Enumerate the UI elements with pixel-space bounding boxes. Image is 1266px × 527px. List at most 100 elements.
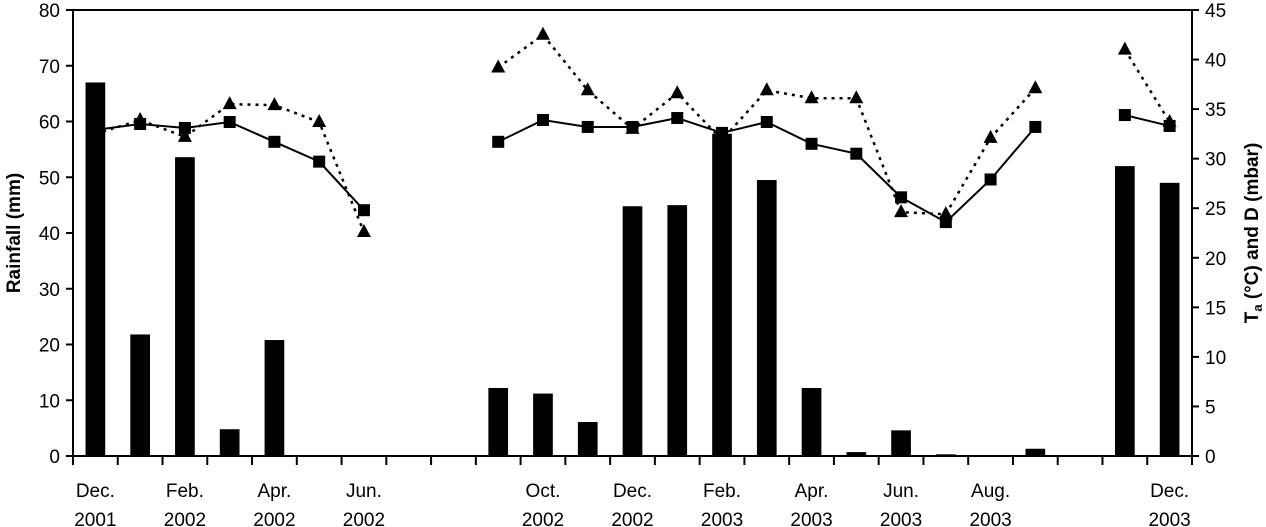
square-marker: [536, 114, 549, 127]
square-marker: [1029, 120, 1042, 133]
right-tick-label: 30: [1205, 150, 1226, 171]
square-marker: [671, 112, 684, 125]
triangle-marker: [312, 113, 327, 127]
series-line-d: [1123, 48, 1171, 123]
x-tick-label-month: Oct.: [526, 481, 561, 502]
line-series: [88, 26, 1177, 238]
left-tick-label: 70: [39, 57, 60, 78]
x-tick-label-month: Dec.: [1150, 481, 1189, 502]
left-tick-label: 30: [39, 280, 60, 301]
square-marker: [492, 135, 505, 148]
triangle-marker: [222, 96, 237, 110]
triangle-marker: [983, 129, 998, 143]
rainfall-bar: [533, 393, 553, 456]
x-tick-label-year: 2002: [522, 510, 564, 527]
rainfall-bar: [488, 387, 509, 456]
triangle-marker: [1028, 80, 1043, 94]
x-tick-label-year: 2002: [611, 510, 653, 527]
triangle-marker: [535, 26, 550, 40]
x-tick-label-month: Aug.: [971, 481, 1010, 502]
triangle-marker: [625, 120, 640, 134]
right-axis-title-main: T: [1242, 311, 1263, 323]
square-marker: [984, 173, 997, 186]
rainfall-bar: [577, 421, 598, 456]
x-tick-label-year: 2003: [790, 510, 832, 527]
right-tick-label: 15: [1205, 298, 1226, 319]
triangle-marker: [1162, 113, 1177, 127]
x-tick-label-month: Apr.: [258, 481, 292, 502]
right-tick-label: 25: [1205, 199, 1226, 220]
rainfall-bar: [175, 157, 195, 456]
square-marker: [895, 191, 908, 204]
triangle-marker: [177, 128, 192, 142]
series-line-ta: [1124, 114, 1170, 127]
triangle-marker: [491, 59, 506, 73]
left-tick-label: 60: [39, 113, 60, 134]
x-tick-label-year: 2003: [969, 510, 1011, 527]
right-axis-title-sub: a: [1250, 304, 1265, 312]
rainfall-bar: [667, 205, 688, 456]
rainfall-bars: [85, 82, 1180, 456]
square-marker: [313, 155, 326, 168]
triangle-marker: [670, 85, 685, 99]
right-tick-label: 35: [1205, 100, 1226, 121]
right-tick-label: 45: [1205, 1, 1226, 22]
right-tick-label: 20: [1205, 249, 1226, 270]
rainfall-bar: [130, 334, 150, 456]
rainfall-bar: [85, 82, 106, 456]
rainfall-bar: [756, 180, 777, 456]
triangle-marker: [849, 90, 864, 104]
square-marker: [805, 137, 818, 150]
x-tick-label-year: 2002: [253, 510, 295, 527]
square-marker: [1118, 109, 1131, 122]
x-tick-label-month: Dec.: [613, 481, 652, 502]
left-tick-label: 40: [39, 224, 60, 245]
square-marker: [268, 135, 281, 148]
square-marker: [223, 115, 236, 128]
x-tick-label-year: 2002: [164, 510, 206, 527]
rainfall-bar: [712, 133, 732, 456]
x-tick-label-month: Apr.: [795, 481, 829, 502]
right-tick-label: 0: [1205, 447, 1216, 468]
square-marker: [850, 147, 863, 160]
left-axis-title: Rainfall (mm): [4, 173, 25, 293]
triangle-marker: [88, 125, 103, 139]
x-tick-label-month: Jun.: [883, 481, 919, 502]
left-tick-label: 50: [39, 168, 60, 189]
triangle-marker: [715, 131, 730, 145]
x-tick-label-year: 2003: [880, 510, 922, 527]
rainfall-bar: [622, 206, 643, 456]
triangle-marker: [894, 204, 909, 218]
x-tick-label-month: Feb.: [703, 481, 741, 502]
left-tick-label: 20: [39, 336, 60, 357]
rainfall-bar: [801, 387, 822, 456]
right-axis-title-rest: (°C) and D (mbar): [1242, 143, 1263, 305]
x-tick-label-month: Dec.: [76, 481, 115, 502]
square-marker: [357, 204, 370, 217]
x-tick-label-year: 2003: [1148, 510, 1190, 527]
right-axis-title: Ta (°C) and D (mbar): [1242, 143, 1265, 324]
triangle-marker: [938, 206, 953, 220]
left-tick-label: 0: [49, 447, 60, 468]
triangle-marker: [267, 97, 282, 111]
axes: 0 10 20 30 40 50 60 70 80 0 5 10 15 20 25 30 35 40 45 Dec. 2…: [39, 1, 1226, 527]
left-tick-label: 10: [39, 391, 60, 412]
right-tick-label: 5: [1205, 397, 1216, 418]
square-marker: [760, 115, 773, 128]
triangle-marker: [804, 90, 819, 104]
rainfall-bar: [219, 429, 240, 456]
rainfall-bar: [1159, 182, 1180, 456]
x-tick-label-year: 2001: [74, 510, 116, 527]
rainfall-bar: [264, 340, 285, 456]
triangle-marker: [1117, 41, 1132, 55]
square-marker: [178, 121, 191, 134]
rainfall-bar: [1025, 448, 1046, 456]
x-tick-label-year: 2003: [701, 510, 743, 527]
x-tick-label-month: Jun.: [346, 481, 382, 502]
x-tick-label-year: 2002: [343, 510, 385, 527]
rainfall-bar: [891, 430, 911, 456]
square-marker: [581, 120, 594, 133]
rainfall-bar: [846, 452, 867, 456]
triangle-marker: [356, 224, 371, 238]
